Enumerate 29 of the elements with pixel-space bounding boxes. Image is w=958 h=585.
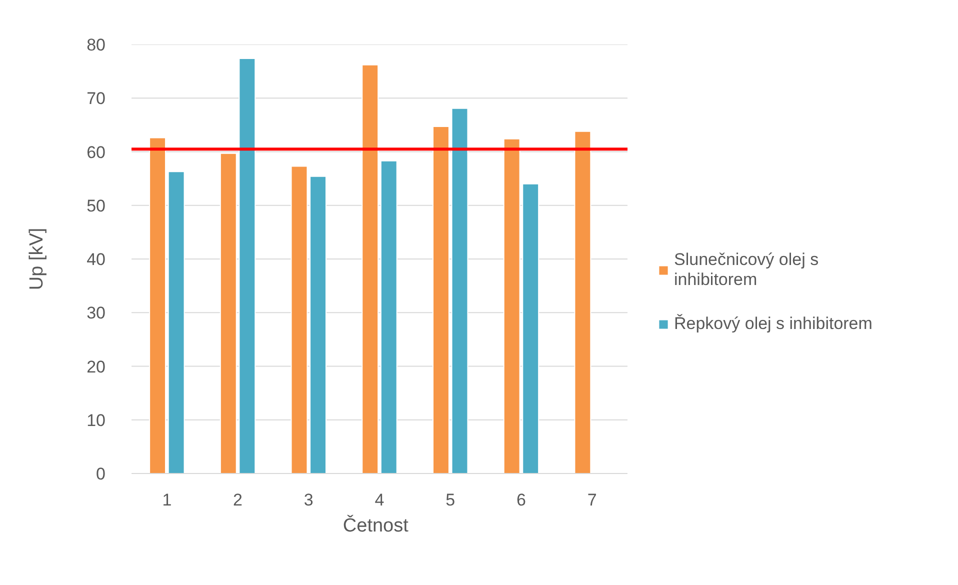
y-tick-label: 80 [86, 36, 106, 54]
y-tick-label: 0 [96, 464, 106, 484]
y-tick-label: 70 [86, 89, 106, 108]
y-axis-title: Up [kV] [26, 228, 48, 290]
y-tick-label: 50 [86, 196, 106, 216]
bar [451, 108, 468, 474]
bar [149, 137, 166, 474]
x-tick-label: 2 [233, 490, 243, 510]
bar [574, 130, 592, 474]
y-tick-label: 10 [86, 410, 106, 430]
y-tick-label: 30 [86, 304, 106, 323]
y-tick-label: 20 [86, 357, 106, 376]
bar [380, 160, 398, 474]
bar [432, 126, 450, 474]
bar [310, 176, 327, 474]
bar [168, 171, 185, 474]
x-tick-label: 6 [516, 490, 526, 510]
bar [290, 166, 308, 474]
x-tick-label: 4 [374, 490, 384, 510]
y-tick-label: 40 [86, 250, 106, 269]
legend-label: Slunečnicový olej s inhibitorem [674, 250, 819, 290]
x-tick-label: 5 [446, 490, 456, 510]
x-tick-label: 3 [304, 490, 314, 510]
bar [362, 64, 379, 474]
x-axis-title: Četnost [342, 514, 410, 536]
x-tick-label: 1 [162, 490, 172, 510]
y-tick-label: 60 [86, 142, 106, 162]
x-tick-label: 7 [587, 490, 597, 510]
legend-label: Řepkový olej s inhibitorem [674, 314, 872, 334]
